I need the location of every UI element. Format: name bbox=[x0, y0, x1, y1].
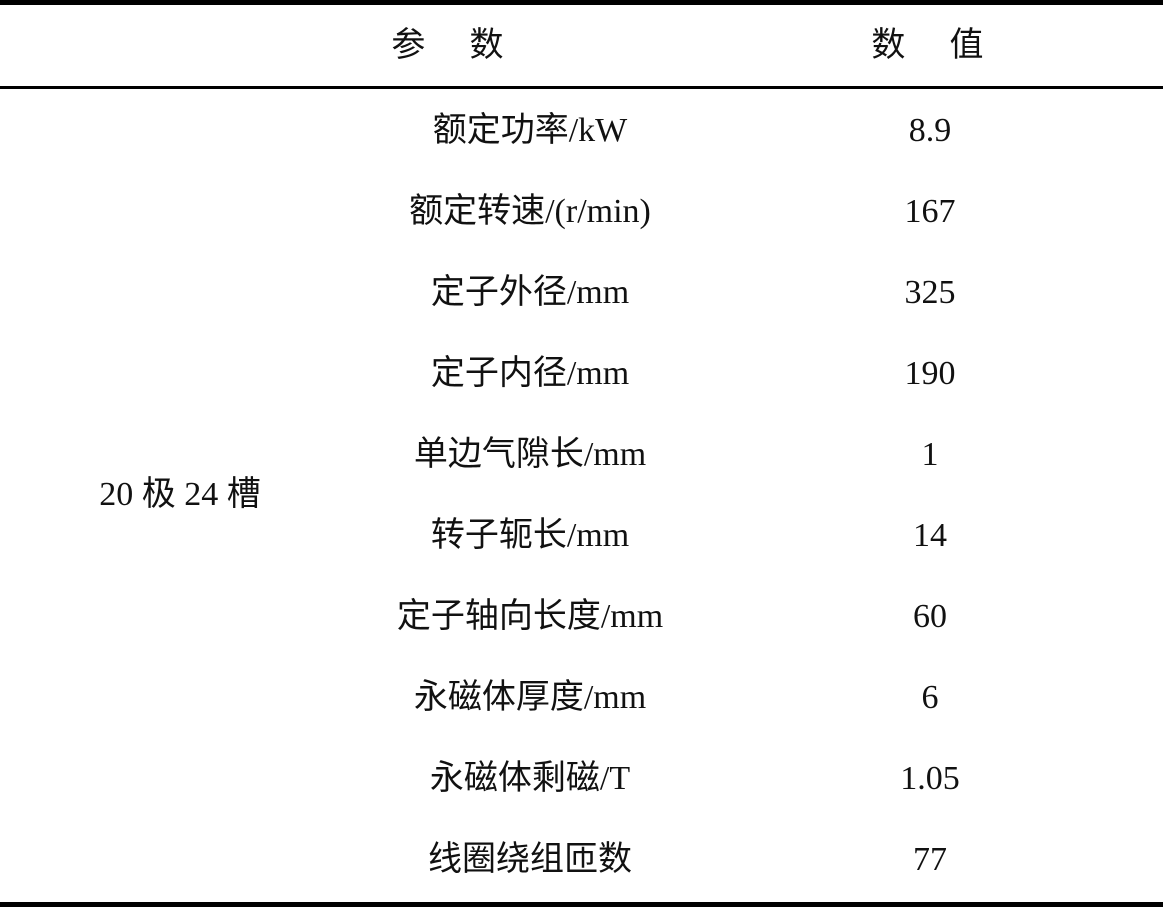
table-row: 转子轭长/mm 14 bbox=[0, 495, 1163, 576]
table-row: 额定功率/kW 8.9 bbox=[0, 90, 1163, 171]
table-top-rule bbox=[0, 0, 1163, 5]
value-cell: 77 bbox=[913, 841, 947, 878]
table-row: 定子内径/mm 190 bbox=[0, 333, 1163, 414]
param-cell: 永磁体厚度/mm bbox=[413, 679, 647, 716]
value-cell: 325 bbox=[904, 274, 956, 311]
table-row: 定子轴向长度/mm 60 bbox=[0, 576, 1163, 657]
value-cell: 167 bbox=[904, 193, 956, 230]
table-row: 线圈绕组匝数 77 bbox=[0, 819, 1163, 900]
param-cell: 线圈绕组匝数 bbox=[428, 841, 632, 878]
table-bottom-rule bbox=[0, 902, 1163, 907]
header-rule bbox=[0, 86, 1163, 89]
param-cell: 定子内径/mm bbox=[430, 355, 630, 392]
value-cell: 1.05 bbox=[900, 760, 960, 797]
value-cell: 8.9 bbox=[908, 112, 952, 149]
param-cell: 额定功率/kW bbox=[432, 112, 628, 149]
value-cell: 60 bbox=[913, 598, 947, 635]
table-row: 定子外径/mm 325 bbox=[0, 252, 1163, 333]
param-cell: 定子外径/mm bbox=[430, 274, 630, 311]
group-label: 20 极 24 槽 bbox=[99, 476, 261, 513]
value-cell: 14 bbox=[913, 517, 947, 554]
param-cell: 转子轭长/mm bbox=[430, 517, 630, 554]
value-cell: 1 bbox=[921, 436, 939, 473]
param-cell: 定子轴向长度/mm bbox=[396, 598, 664, 635]
table-row: 额定转速/(r/min) 167 bbox=[0, 171, 1163, 252]
header-value: 数 值 bbox=[871, 27, 989, 64]
header-param: 参 数 bbox=[391, 27, 509, 64]
table-row: 永磁体厚度/mm 6 bbox=[0, 657, 1163, 738]
table-row: 单边气隙长/mm 1 bbox=[0, 414, 1163, 495]
param-cell: 永磁体剩磁/T bbox=[429, 760, 631, 797]
table-row: 永磁体剩磁/T 1.05 bbox=[0, 738, 1163, 819]
param-cell: 单边气隙长/mm bbox=[413, 436, 647, 473]
value-cell: 190 bbox=[904, 355, 956, 392]
param-cell: 额定转速/(r/min) bbox=[409, 193, 651, 230]
value-cell: 6 bbox=[921, 679, 939, 716]
